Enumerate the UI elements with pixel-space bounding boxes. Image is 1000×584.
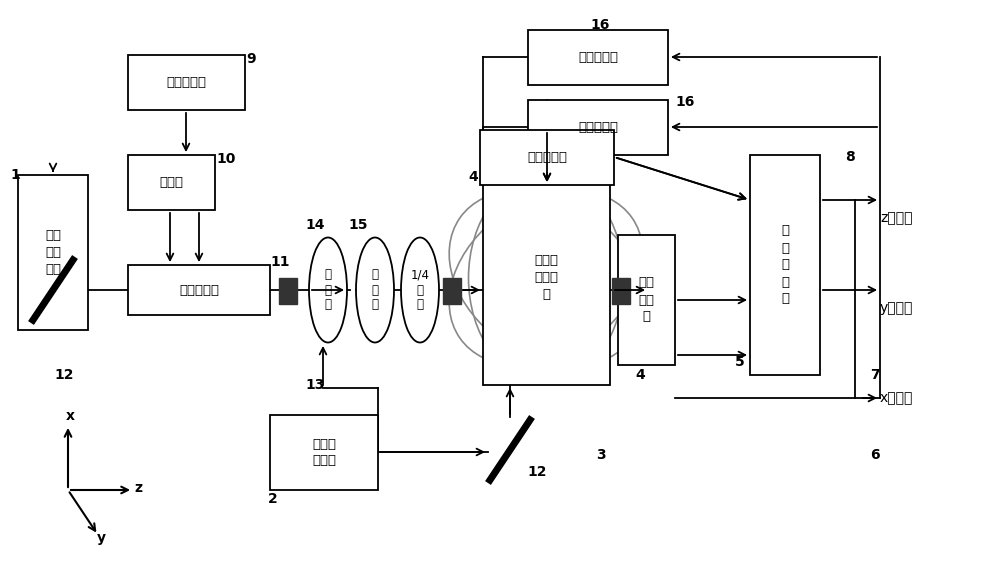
Bar <box>270 415 378 490</box>
Text: 反馈控制器: 反馈控制器 <box>578 51 618 64</box>
Bar <box>528 30 668 85</box>
Text: x: x <box>66 409 74 423</box>
Text: 4: 4 <box>468 170 478 184</box>
Text: y: y <box>96 531 106 545</box>
Text: 12: 12 <box>527 465 546 479</box>
Text: 11: 11 <box>270 255 290 269</box>
Text: 光电
探测
器: 光电 探测 器 <box>639 276 654 324</box>
Text: 起
偏
器: 起 偏 器 <box>372 269 378 311</box>
Bar <box>618 235 675 365</box>
Text: 声光调制器: 声光调制器 <box>179 283 219 297</box>
Ellipse shape <box>309 238 347 342</box>
Text: 锁
相
放
大
器: 锁 相 放 大 器 <box>781 224 789 305</box>
Bar <box>443 278 461 304</box>
Bar <box>483 170 610 385</box>
Text: 5: 5 <box>735 355 745 369</box>
Bar <box>480 130 614 185</box>
Text: y向输出: y向输出 <box>880 301 913 315</box>
Text: 2: 2 <box>268 492 278 506</box>
Text: 8: 8 <box>845 150 855 164</box>
Text: 反馈控制器: 反馈控制器 <box>578 121 618 134</box>
Text: 检测光
激光器: 检测光 激光器 <box>312 437 336 468</box>
Ellipse shape <box>401 238 439 342</box>
Text: 6: 6 <box>870 448 880 462</box>
Text: 1/4
波
片: 1/4 波 片 <box>411 269 430 311</box>
Bar <box>279 278 297 304</box>
Bar <box>128 265 270 315</box>
Text: 信号发生器: 信号发生器 <box>166 76 207 89</box>
Text: 15: 15 <box>348 218 368 232</box>
Bar <box>128 155 215 210</box>
Text: 碱金属
原子气
室: 碱金属 原子气 室 <box>534 254 558 301</box>
Bar <box>18 175 88 330</box>
Text: 抽运
光激
光器: 抽运 光激 光器 <box>45 229 61 276</box>
Ellipse shape <box>356 238 394 342</box>
Text: z: z <box>134 481 142 495</box>
Text: 16: 16 <box>675 95 694 109</box>
Bar <box>128 55 245 110</box>
Text: 3: 3 <box>596 448 606 462</box>
Text: 9: 9 <box>246 52 256 66</box>
Text: 1: 1 <box>10 168 20 182</box>
Text: 12: 12 <box>54 368 74 382</box>
Text: 10: 10 <box>216 152 235 166</box>
Text: 4: 4 <box>635 368 645 382</box>
Text: 7: 7 <box>870 368 880 382</box>
Text: 13: 13 <box>305 378 324 392</box>
Text: x向输出: x向输出 <box>880 391 913 405</box>
Bar <box>612 278 630 304</box>
Bar <box>528 100 668 155</box>
Text: 扩
束
镜: 扩 束 镜 <box>324 269 332 311</box>
Bar <box>750 155 820 375</box>
Text: 光电探测器: 光电探测器 <box>527 151 567 164</box>
Text: 16: 16 <box>590 18 609 32</box>
Text: z向输出: z向输出 <box>880 211 912 225</box>
Text: 驱动器: 驱动器 <box>160 176 184 189</box>
Text: 14: 14 <box>305 218 324 232</box>
